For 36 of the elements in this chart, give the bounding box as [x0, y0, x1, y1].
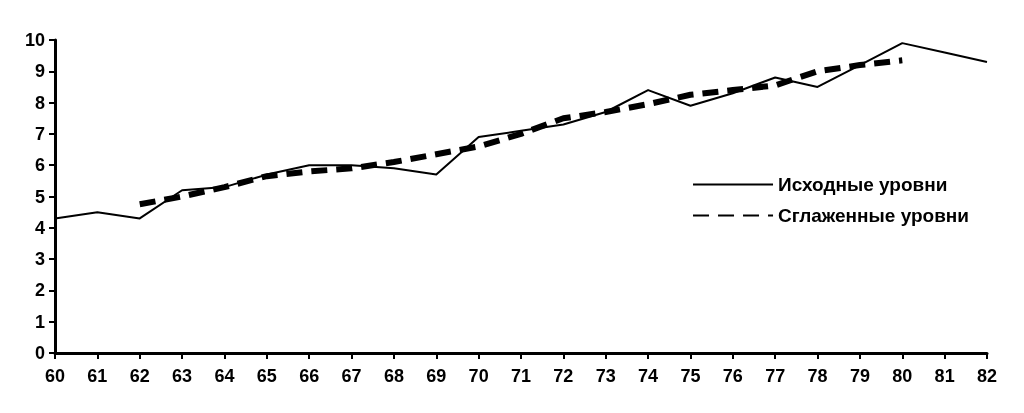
y-tick-label: 1: [34, 311, 45, 332]
x-tick-label: 64: [214, 366, 235, 386]
y-tick-label: 10: [24, 30, 45, 50]
y-tick-label: 6: [34, 155, 45, 176]
legend-label: Исходные уровни: [778, 174, 948, 195]
y-tick-label: 0: [34, 343, 45, 363]
x-tick-label: 74: [638, 366, 659, 386]
x-tick-label: 65: [256, 366, 277, 386]
x-tick-label: 76: [722, 366, 743, 386]
x-tick-label: 70: [468, 366, 489, 386]
x-tick-label: 80: [892, 366, 913, 386]
x-tick-label: 71: [510, 366, 532, 386]
x-tick-label: 61: [87, 366, 108, 386]
x-tick-label: 62: [129, 366, 150, 386]
x-tick-label: 77: [765, 366, 786, 386]
x-tick-label: 81: [934, 366, 955, 386]
y-tick-label: 3: [34, 249, 45, 270]
y-tick-label: 2: [34, 280, 45, 301]
x-tick-label: 78: [807, 366, 828, 386]
x-tick-label: 72: [553, 366, 574, 386]
y-tick-label: 9: [34, 61, 45, 82]
x-tick-label: 66: [299, 366, 320, 386]
y-tick-label: 7: [34, 123, 45, 144]
y-tick-label: 8: [34, 92, 45, 113]
y-tick-label: 5: [34, 186, 45, 207]
x-tick-label: 68: [383, 366, 404, 386]
x-tick-label: 69: [426, 366, 447, 386]
x-tick-label: 73: [595, 366, 616, 386]
x-tick-label: 60: [44, 366, 66, 386]
legend-label: Сглаженные уровни: [778, 205, 970, 226]
x-tick-label: 82: [976, 366, 998, 386]
x-tick-label: 63: [172, 366, 193, 386]
x-tick-label: 79: [849, 366, 870, 386]
y-tick-label: 4: [34, 217, 45, 238]
x-tick-label: 75: [680, 366, 701, 386]
x-tick-label: 67: [341, 366, 362, 386]
